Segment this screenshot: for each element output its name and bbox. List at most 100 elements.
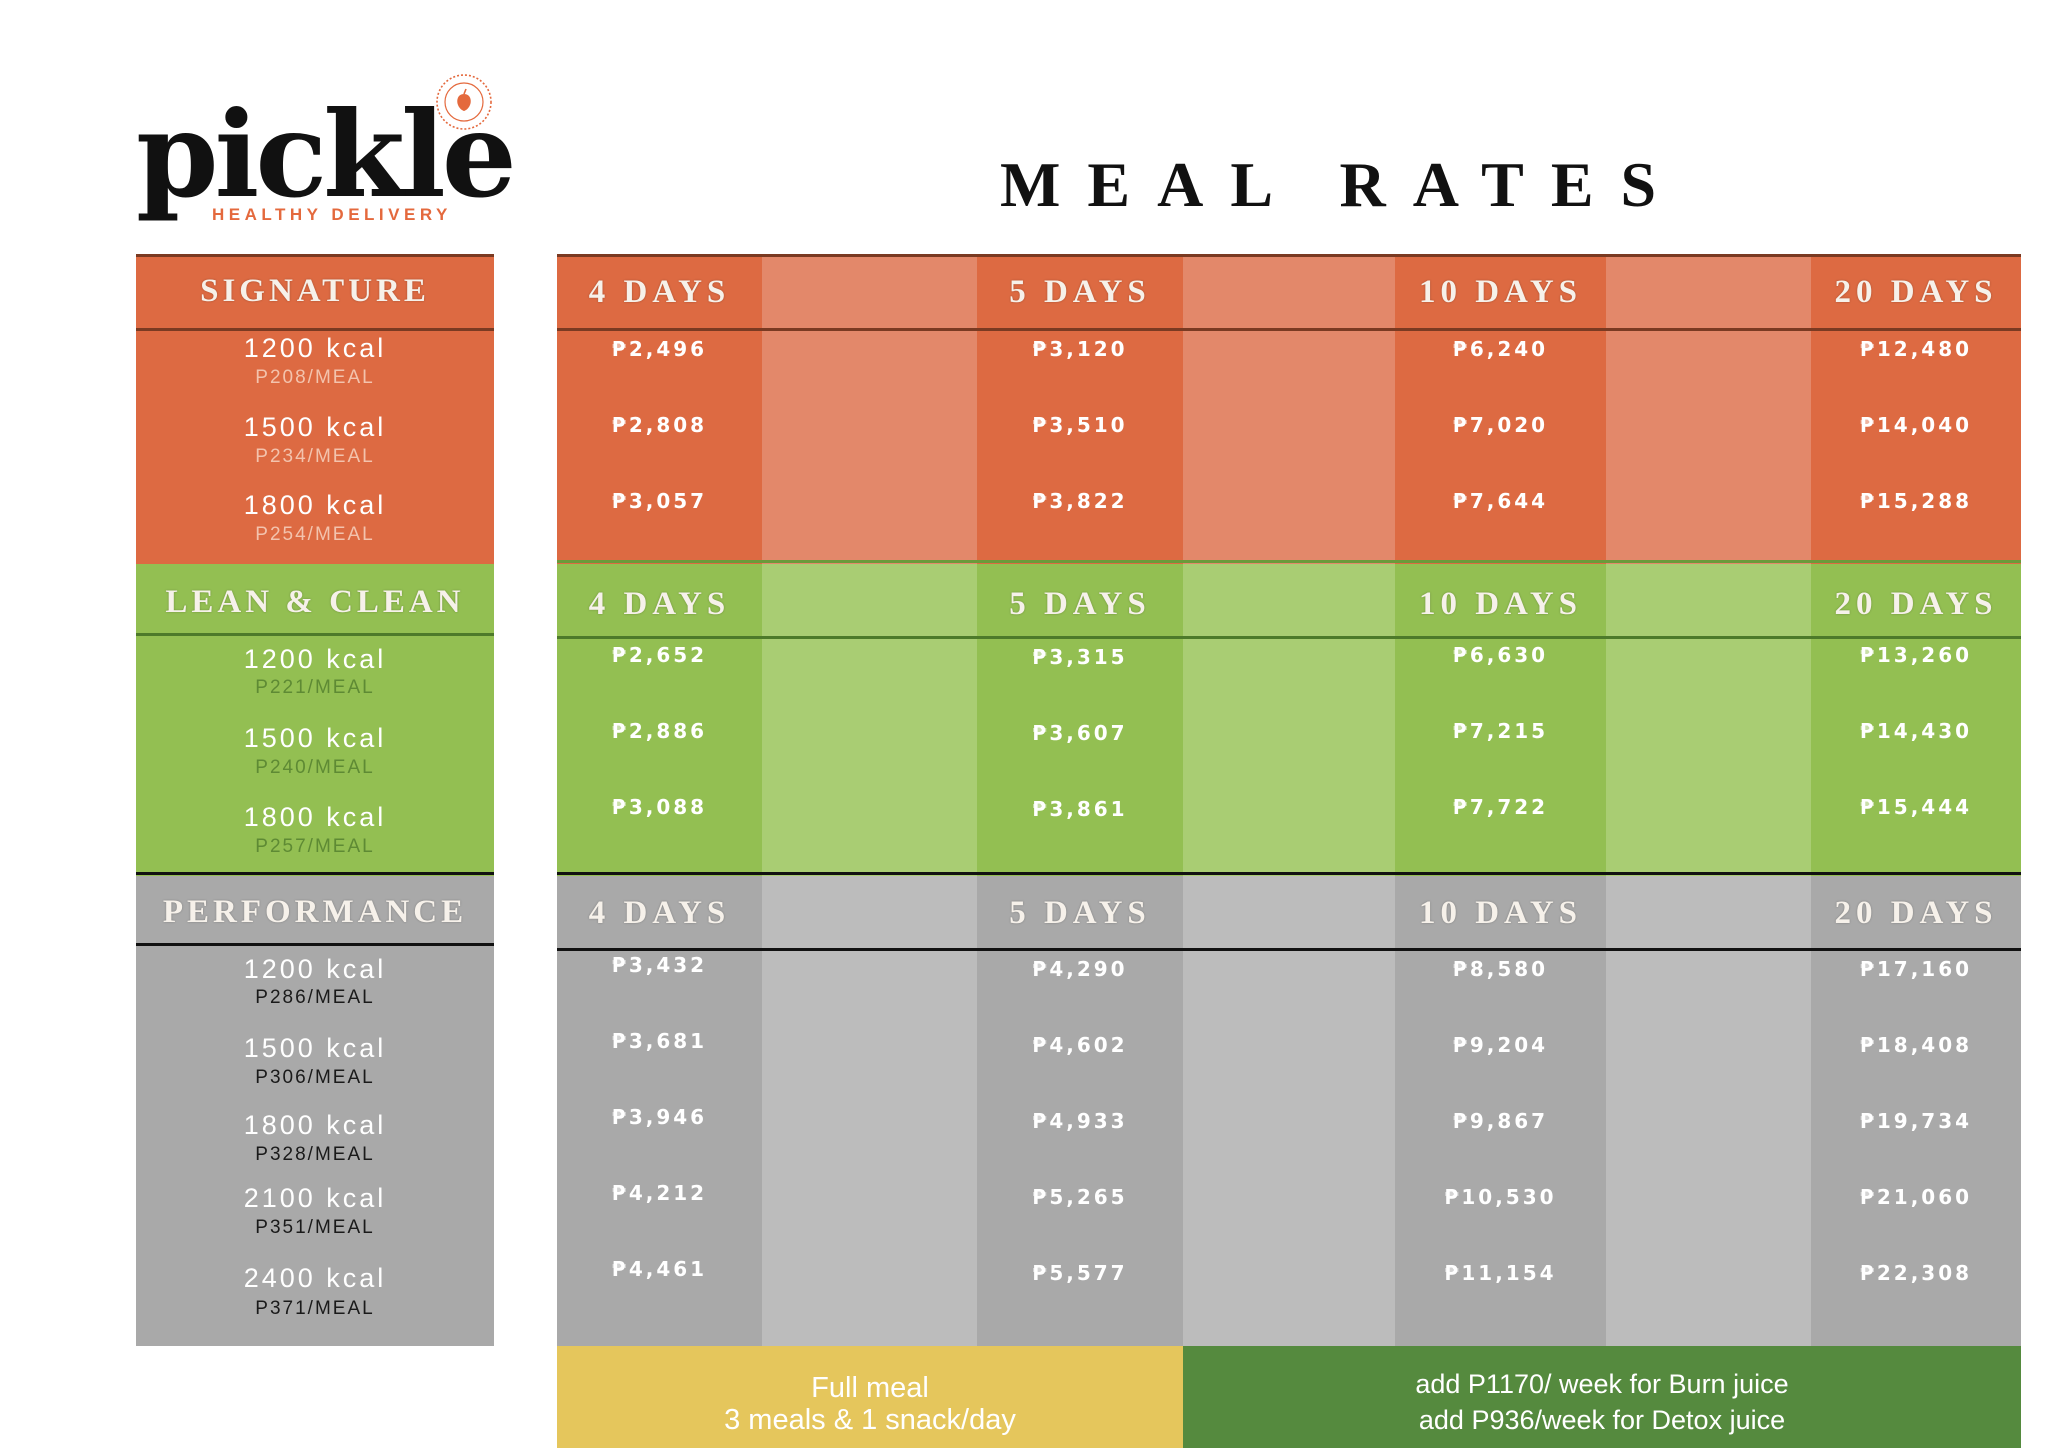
brand-tagline: HEALTHY DELIVERY	[212, 205, 452, 224]
full-meal-note: Full meal 3 meals & 1 snack/day	[557, 1346, 1183, 1448]
price-cell: ₱18,408	[1859, 1033, 1973, 1057]
price-cell: ₱2,652	[611, 643, 708, 667]
price-cell: ₱7,020	[1452, 413, 1549, 437]
price-cell: ₱22,308	[1859, 1261, 1973, 1285]
table-column	[1811, 257, 2021, 564]
per-meal-label: P351/MEAL	[255, 1217, 375, 1238]
price-cell: ₱11,154	[1444, 1261, 1557, 1285]
price-cell: ₱7,215	[1452, 719, 1549, 743]
table-column	[1811, 564, 2021, 876]
column-header-10-days: 10 DAYS	[1418, 895, 1583, 931]
price-cell: ₱5,265	[1032, 1185, 1128, 1209]
price-cell: ₱3,822	[1032, 489, 1128, 513]
table-column-spacer	[1606, 876, 1811, 1346]
signature-plan-panel: SIGNATURE 1200 kcal P208/MEAL 1500 kcal …	[136, 257, 494, 564]
kcal-label: 1500 kcal	[243, 412, 387, 442]
price-cell: ₱7,722	[1452, 795, 1549, 819]
divider	[557, 560, 2021, 563]
kcal-label: 1200 kcal	[243, 333, 387, 363]
price-cell: ₱2,496	[611, 337, 708, 361]
juice-addon-note: add P1170/ week for Burn juice add P936/…	[1183, 1346, 2021, 1448]
per-meal-label: P371/MEAL	[255, 1298, 375, 1319]
column-header-5-days: 5 DAYS	[1009, 895, 1151, 931]
price-cell: ₱4,933	[1032, 1109, 1128, 1133]
price-cell: ₱4,212	[611, 1181, 708, 1205]
table-column	[977, 257, 1183, 564]
price-cell: ₱13,260	[1859, 643, 1973, 667]
table-column	[557, 257, 762, 564]
price-cell: ₱3,088	[611, 795, 708, 819]
price-cell: ₱3,510	[1032, 413, 1128, 437]
table-column	[977, 564, 1183, 876]
per-meal-label: P254/MEAL	[255, 524, 375, 545]
divider	[136, 872, 494, 875]
kcal-label: 1800 kcal	[243, 1110, 387, 1140]
per-meal-label: P240/MEAL	[255, 757, 375, 778]
brand-badge-icon	[436, 74, 492, 130]
kcal-label: 1500 kcal	[243, 723, 387, 753]
plan-name-lean-clean: LEAN & CLEAN	[165, 584, 465, 620]
performance-plan-panel: PERFORMANCE 1200 kcal P286/MEAL 1500 kca…	[136, 876, 494, 1346]
table-column	[977, 876, 1183, 1346]
price-cell: ₱6,630	[1452, 643, 1549, 667]
price-cell: ₱3,315	[1032, 645, 1128, 669]
price-cell: ₱4,290	[1032, 957, 1128, 981]
column-header-10-days: 10 DAYS	[1418, 586, 1583, 622]
table-column	[1395, 257, 1606, 564]
price-cell: ₱12,480	[1859, 337, 1973, 361]
table-column-spacer	[762, 876, 977, 1346]
column-header-4-days: 4 DAYS	[588, 274, 731, 310]
price-cell: ₱3,607	[1032, 721, 1128, 745]
table-column	[1395, 564, 1606, 876]
column-header-4-days: 4 DAYS	[588, 895, 731, 931]
per-meal-label: P221/MEAL	[255, 677, 375, 698]
price-cell: ₱2,886	[611, 719, 708, 743]
column-header-10-days: 10 DAYS	[1418, 274, 1583, 310]
column-header-5-days: 5 DAYS	[1009, 586, 1151, 622]
divider	[557, 872, 2021, 875]
price-cell: ₱3,681	[611, 1029, 708, 1053]
price-cell: ₱3,432	[611, 953, 708, 977]
column-header-20-days: 20 DAYS	[1834, 274, 1998, 310]
burn-juice-addon: add P1170/ week for Burn juice	[1415, 1369, 1789, 1399]
table-column	[1395, 876, 1606, 1346]
plan-name-performance: PERFORMANCE	[162, 894, 468, 930]
price-cell: ₱7,644	[1452, 489, 1549, 513]
price-cell: ₱19,734	[1859, 1109, 1973, 1133]
table-column-spacer	[762, 564, 977, 876]
price-cell: ₱14,430	[1859, 719, 1973, 743]
detox-juice-addon: add P936/week for Detox juice	[1418, 1405, 1786, 1435]
price-cell: ₱2,808	[611, 413, 708, 437]
divider	[557, 948, 2021, 951]
divider	[557, 636, 2021, 639]
divider	[136, 943, 494, 946]
price-cell: ₱9,867	[1452, 1109, 1549, 1133]
kcal-label: 1800 kcal	[243, 490, 387, 520]
full-meal-description: 3 meals & 1 snack/day	[724, 1404, 1016, 1436]
price-cell: ₱4,602	[1032, 1033, 1128, 1057]
lean-clean-plan-panel: LEAN & CLEAN 1200 kcal P221/MEAL 1500 kc…	[136, 564, 494, 876]
plan-name-signature: SIGNATURE	[200, 273, 430, 309]
price-cell: ₱5,577	[1032, 1261, 1128, 1285]
page-title: MEAL RATES	[1000, 149, 1684, 220]
table-column	[557, 564, 762, 876]
table-column	[557, 876, 762, 1346]
price-cell: ₱10,530	[1444, 1185, 1557, 1209]
full-meal-title: Full meal	[811, 1372, 929, 1404]
divider	[136, 254, 494, 257]
divider	[557, 328, 2021, 331]
brand-logo-wordmark: pickle	[136, 85, 517, 224]
column-header-20-days: 20 DAYS	[1834, 895, 1998, 931]
price-cell: ₱17,160	[1859, 957, 1973, 981]
price-cell: ₱3,057	[611, 489, 708, 513]
per-meal-label: P208/MEAL	[255, 367, 375, 388]
table-column-spacer	[1606, 257, 1811, 564]
price-cell: ₱3,861	[1032, 797, 1128, 821]
price-cell: ₱3,120	[1032, 337, 1128, 361]
price-cell: ₱9,204	[1452, 1033, 1549, 1057]
kcal-label: 1800 kcal	[243, 802, 387, 832]
table-column-spacer	[1183, 257, 1395, 564]
kcal-label: 1500 kcal	[243, 1033, 387, 1063]
kcal-label: 2100 kcal	[243, 1183, 387, 1213]
kcal-label: 1200 kcal	[243, 954, 387, 984]
